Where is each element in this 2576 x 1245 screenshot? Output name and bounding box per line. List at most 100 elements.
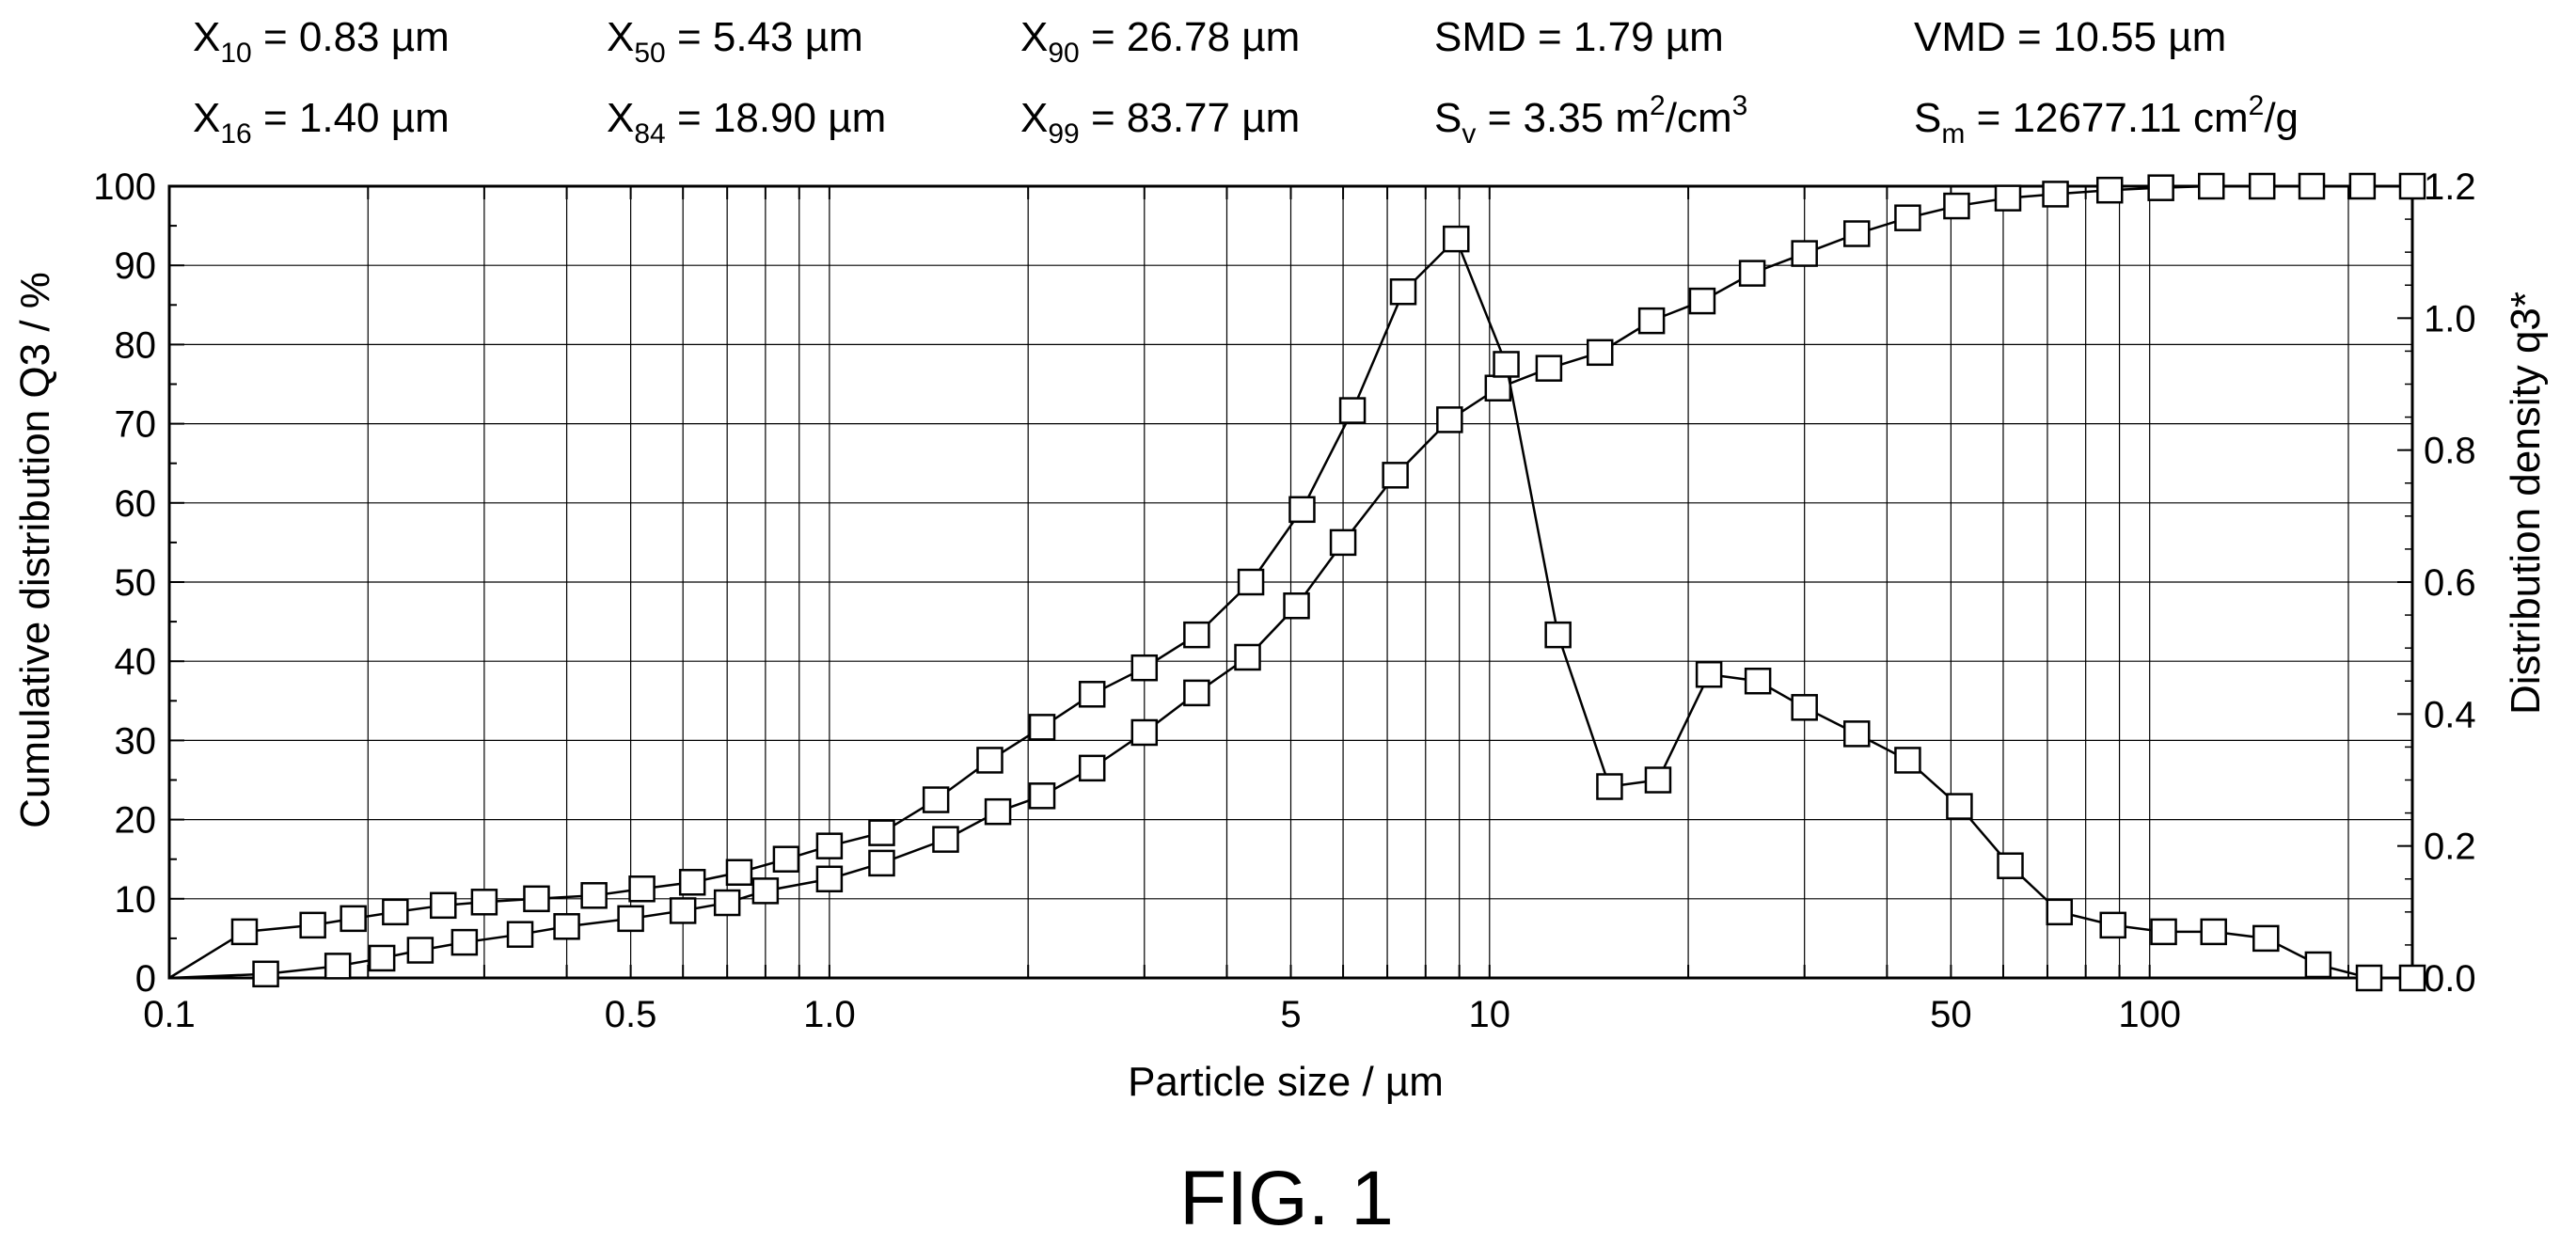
stat-x84: X84 = 18.90 µm xyxy=(607,95,886,150)
density-point xyxy=(628,875,656,903)
stat-sv: Sv = 3.35 m2/cm3 xyxy=(1434,90,1747,150)
cumulative-point xyxy=(1130,718,1159,747)
stats-row-1: X10 = 0.83 µm X50 = 5.43 µm X90 = 26.78 … xyxy=(193,14,2226,69)
cumulative-point xyxy=(1484,374,1512,402)
cumulative-point xyxy=(1843,220,1871,247)
cumulative-point xyxy=(2095,176,2124,204)
cumulative-point xyxy=(2298,172,2326,200)
density-point xyxy=(772,845,800,873)
density-point xyxy=(430,891,457,920)
density-point xyxy=(2304,951,2332,979)
density-point xyxy=(1078,681,1106,708)
cumulative-point xyxy=(1382,462,1409,489)
cumulative-point xyxy=(1994,184,2022,212)
density-point xyxy=(1237,568,1265,596)
cumulative-point xyxy=(506,921,534,948)
cumulative-point xyxy=(1234,643,1261,671)
density-point xyxy=(1946,793,1973,820)
density-point xyxy=(868,819,895,846)
cumulative-point xyxy=(751,877,780,905)
density-point xyxy=(1894,747,1921,774)
stat-sm: Sm = 12677.11 cm2/g xyxy=(1914,90,2299,150)
density-point xyxy=(340,905,367,933)
y-tick-label: 20 xyxy=(115,800,157,842)
density-point xyxy=(1791,694,1818,721)
y2-tick-label: 1.0 xyxy=(2424,298,2476,339)
cumulative-point xyxy=(1078,754,1106,782)
stat-x90: X90 = 26.78 µm xyxy=(1020,14,1300,69)
x-tick-label: 50 xyxy=(1930,994,1972,1035)
density-point xyxy=(1843,720,1871,748)
density-point xyxy=(2099,911,2126,939)
cumulative-point xyxy=(1586,339,1614,367)
x-axis-label: Particle size / µm xyxy=(1128,1059,1444,1105)
stat-vmd: VMD = 10.55 µm xyxy=(1914,14,2226,60)
stat-x99: X99 = 83.77 µm xyxy=(1020,95,1300,150)
cumulative-point xyxy=(1283,592,1310,620)
y-tick-label: 90 xyxy=(115,245,157,287)
cumulative-point xyxy=(450,928,479,956)
x-tick-label: 0.5 xyxy=(605,994,657,1035)
cumulative-point xyxy=(324,953,352,980)
density-point xyxy=(2398,964,2426,992)
y-axis-label: Cumulative distribution Q3 / % xyxy=(12,272,58,828)
stat-x50: X50 = 5.43 µm xyxy=(607,14,863,69)
y2-tick-label: 0.0 xyxy=(2424,958,2476,1000)
data-series xyxy=(168,172,2426,992)
cumulative-point xyxy=(2348,172,2377,200)
cumulative-point xyxy=(1436,406,1463,433)
density-point xyxy=(1288,496,1316,524)
cumulative-point xyxy=(2248,172,2276,200)
cumulative-point xyxy=(713,889,741,917)
y-tick-label: 60 xyxy=(115,483,157,525)
cumulative-point xyxy=(617,905,644,933)
figure-caption: FIG. 1 xyxy=(1179,1156,1394,1241)
y-tick-label: 10 xyxy=(115,879,157,921)
cumulative-point xyxy=(406,937,435,964)
density-point xyxy=(1028,714,1056,741)
density-point xyxy=(725,859,753,886)
cumulative-point xyxy=(932,826,959,853)
stat-x16: X16 = 1.40 µm xyxy=(193,95,450,150)
density-point xyxy=(1183,621,1210,649)
x-tick-label: 5 xyxy=(1280,994,1301,1035)
density-point xyxy=(1997,852,2024,879)
cumulative-point xyxy=(1943,192,1970,220)
density-point xyxy=(1130,654,1159,682)
cumulative-point xyxy=(1637,307,1666,335)
density-point xyxy=(523,885,550,913)
grid xyxy=(168,185,2412,979)
density-point xyxy=(815,832,844,859)
density-point xyxy=(1695,660,1723,688)
cumulative-point xyxy=(2147,174,2174,201)
plot-frame xyxy=(167,184,2414,980)
density-point xyxy=(2355,964,2383,992)
y2-tick-label: 0.2 xyxy=(2424,827,2476,868)
cumulative-point xyxy=(553,913,580,940)
density-point xyxy=(1744,668,1772,695)
x-tick-label: 1.0 xyxy=(803,994,856,1035)
density-point xyxy=(1644,766,1672,794)
density-point xyxy=(299,911,326,939)
y-tick-label: 0 xyxy=(135,958,156,1000)
tick-labels: 0 10 20 30 40 50 60 70 80 90 100 0.0 0.2 0.4 0.6 0.8 1.0… xyxy=(93,166,2475,1035)
cumulative-point xyxy=(2198,172,2225,200)
cumulative-point xyxy=(368,944,396,972)
cumulative-point xyxy=(1329,528,1357,557)
cumulative-point xyxy=(815,865,844,892)
density-point xyxy=(2200,918,2227,946)
density-point xyxy=(1493,351,1520,378)
cumulative-point xyxy=(2042,181,2069,208)
cumulative-point xyxy=(1894,204,1921,231)
stat-x10: X10 = 0.83 µm xyxy=(193,14,450,69)
cumulative-point xyxy=(1688,287,1716,315)
cumulative-point xyxy=(252,960,279,988)
density-point xyxy=(1596,773,1623,800)
density-point xyxy=(1443,225,1470,253)
density-point xyxy=(976,747,1004,774)
y-tick-label: 30 xyxy=(115,720,157,762)
density-point xyxy=(1389,278,1417,306)
density-point xyxy=(2046,898,2074,926)
cumulative-point xyxy=(669,897,697,924)
